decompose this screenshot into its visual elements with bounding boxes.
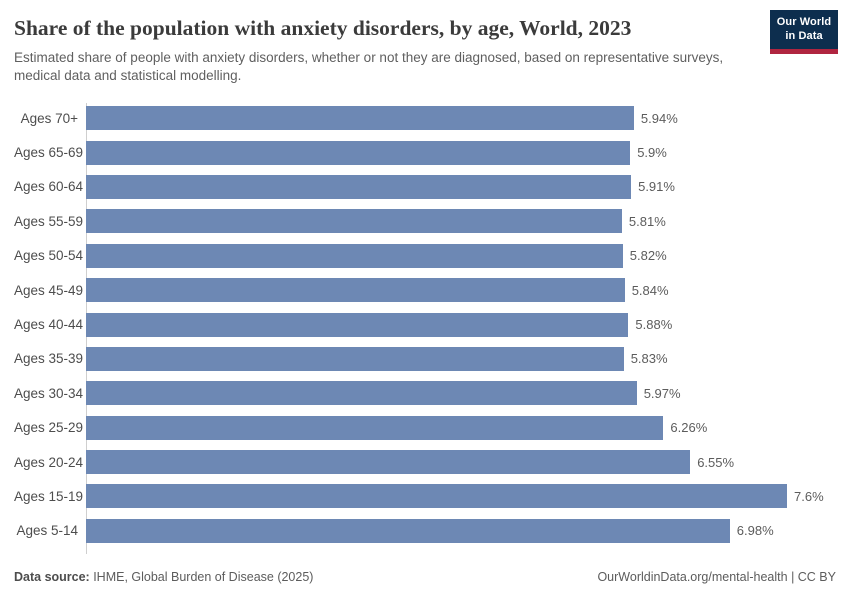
value-label: 5.9%	[637, 145, 667, 161]
chart-header: Share of the population with anxiety dis…	[0, 0, 850, 86]
bar-row: Ages 20-24 6.55%	[14, 445, 850, 479]
bar-track: 5.84%	[86, 278, 850, 303]
category-label: Ages 35-39	[14, 351, 84, 367]
bar[interactable]	[86, 106, 634, 131]
category-label: Ages 70+	[20, 110, 78, 126]
bar-track: 5.9%	[86, 140, 850, 165]
bar-row: Ages 5-14 6.98%	[14, 514, 850, 548]
bar-track: 5.82%	[86, 243, 850, 268]
bar-track: 6.55%	[86, 450, 850, 475]
value-label: 5.84%	[631, 282, 669, 298]
bar[interactable]	[86, 346, 624, 371]
category-label: Ages 5-14	[16, 523, 78, 539]
bar-row: Ages 50-54 5.82%	[14, 239, 850, 273]
bar[interactable]	[86, 518, 730, 543]
data-source-text: IHME, Global Burden of Disease (2025)	[89, 570, 314, 584]
data-source-label: Data source:	[14, 570, 90, 584]
bar[interactable]	[86, 484, 787, 509]
bar[interactable]	[86, 209, 622, 234]
bar-rows: Ages 70+ 5.94% Ages 65-69 5.9% Ages 60-6…	[14, 101, 850, 548]
footer-link[interactable]: OurWorldinData.org/mental-health | CC BY	[597, 570, 836, 584]
chart-subtitle: Estimated share of people with anxiety d…	[14, 49, 724, 84]
value-label: 5.83%	[630, 351, 668, 367]
value-label: 6.55%	[697, 454, 735, 470]
bar-row: Ages 30-34 5.97%	[14, 376, 850, 410]
category-label: Ages 30-34	[14, 385, 84, 401]
category-label: Ages 45-49	[14, 282, 84, 298]
value-label: 7.6%	[794, 488, 824, 504]
bar[interactable]	[86, 140, 631, 165]
value-label: 5.88%	[635, 317, 673, 333]
bar-row: Ages 40-44 5.88%	[14, 307, 850, 341]
owid-logo[interactable]: Our World in Data	[770, 10, 838, 54]
value-label: 5.94%	[640, 110, 678, 126]
bar-row: Ages 55-59 5.81%	[14, 204, 850, 238]
category-label: Ages 25-29	[14, 420, 84, 436]
value-label: 6.26%	[670, 420, 708, 436]
owid-logo-line1: Our World	[776, 16, 832, 28]
bar-track: 5.81%	[86, 209, 850, 234]
category-label: Ages 15-19	[14, 488, 84, 504]
bar-row: Ages 25-29 6.26%	[14, 411, 850, 445]
bar-row: Ages 60-64 5.91%	[14, 170, 850, 204]
owid-logo-line2: in Data	[785, 29, 823, 42]
value-label: 6.98%	[736, 523, 774, 539]
category-label: Ages 60-64	[14, 179, 84, 195]
bar-row: Ages 15-19 7.6%	[14, 479, 850, 513]
bar-track: 5.91%	[86, 174, 850, 199]
bar-track: 5.94%	[86, 106, 850, 131]
bar-track: 6.26%	[86, 415, 850, 440]
bar[interactable]	[86, 415, 664, 440]
bar[interactable]	[86, 243, 623, 268]
bar-track: 5.83%	[86, 346, 850, 371]
bar-row: Ages 65-69 5.9%	[14, 135, 850, 169]
chart-title: Share of the population with anxiety dis…	[14, 16, 632, 40]
category-label: Ages 40-44	[14, 317, 84, 333]
category-label: Ages 65-69	[14, 145, 84, 161]
bar-track: 6.98%	[86, 518, 850, 543]
chart-footer: Data source: IHME, Global Burden of Dise…	[14, 570, 836, 584]
bar[interactable]	[86, 278, 625, 303]
category-label: Ages 20-24	[14, 454, 84, 470]
bar[interactable]	[86, 312, 629, 337]
category-label: Ages 55-59	[14, 213, 84, 229]
bar[interactable]	[86, 174, 632, 199]
value-label: 5.82%	[629, 248, 667, 264]
bar[interactable]	[86, 450, 691, 475]
category-label: Ages 50-54	[14, 248, 84, 264]
bar-track: 7.6%	[86, 484, 850, 509]
bar-chart: Ages 70+ 5.94% Ages 65-69 5.9% Ages 60-6…	[14, 101, 850, 554]
data-source: Data source: IHME, Global Burden of Dise…	[14, 570, 313, 584]
value-label: 5.97%	[643, 385, 681, 401]
bar-track: 5.88%	[86, 312, 850, 337]
bar-track: 5.97%	[86, 381, 850, 406]
bar-row: Ages 35-39 5.83%	[14, 342, 850, 376]
bar[interactable]	[86, 381, 637, 406]
bar-row: Ages 45-49 5.84%	[14, 273, 850, 307]
bar-row: Ages 70+ 5.94%	[14, 101, 850, 135]
value-label: 5.81%	[628, 213, 666, 229]
value-label: 5.91%	[638, 179, 675, 195]
